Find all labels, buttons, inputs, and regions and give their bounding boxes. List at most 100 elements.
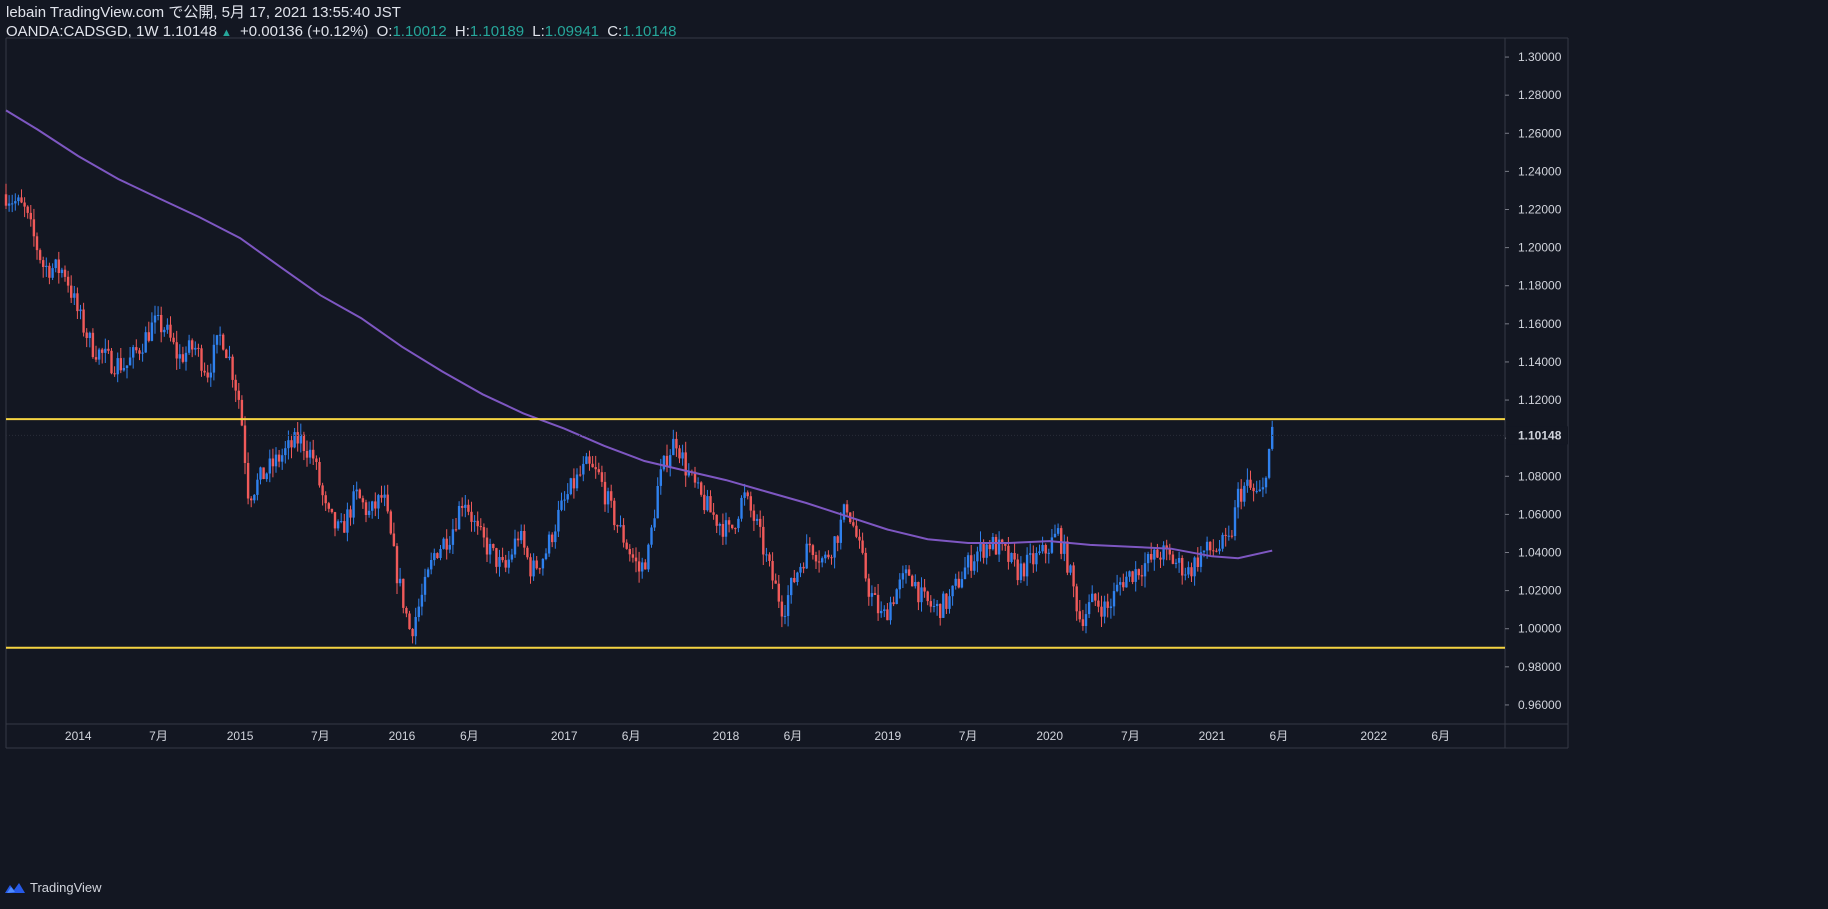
candle-body: [1063, 541, 1066, 554]
candle-body: [833, 536, 836, 558]
candle-body: [1264, 477, 1268, 488]
candle-body: [225, 349, 228, 359]
footer[interactable]: TradingView: [4, 880, 102, 895]
candle-body: [734, 528, 737, 530]
candle-body: [97, 349, 101, 360]
candle-body: [488, 544, 492, 555]
candle-body: [172, 337, 175, 343]
candle-body: [880, 610, 883, 614]
candle-body: [1190, 567, 1193, 577]
low-value: 1.09941: [544, 23, 600, 40]
candle-body: [842, 504, 846, 520]
candle-body: [1261, 487, 1265, 490]
open-value: 1.10012: [392, 23, 447, 40]
candle-body: [1047, 552, 1050, 554]
open-label: O:: [376, 23, 393, 40]
candle-body: [746, 492, 749, 497]
candle-body: [1209, 541, 1212, 551]
candle-body: [557, 509, 560, 532]
price-tick-label: 1.20000: [1518, 241, 1562, 255]
candle-body: [637, 561, 641, 572]
candle-body: [721, 524, 725, 537]
price-tick-label: 1.00000: [1518, 622, 1562, 636]
time-tick-label: 7月: [1121, 729, 1140, 743]
candle-body: [1249, 479, 1252, 488]
time-axis[interactable]: 2014 7月 2015 7月 2016 6月 2017 6月 2018 6月 2019 7月 2020…: [65, 729, 1450, 743]
candle-body: [904, 569, 908, 574]
candle-body: [479, 526, 482, 528]
candle-body: [144, 332, 147, 353]
candle-body: [88, 332, 91, 338]
candle-body: [411, 629, 414, 637]
candle-body: [122, 368, 126, 371]
candle-body: [783, 615, 787, 617]
candle-body: [588, 456, 591, 464]
price-tick-label: 1.04000: [1518, 546, 1562, 560]
candle-body: [1087, 602, 1091, 615]
close-value: 1.10148: [622, 23, 677, 40]
publish-line: lebain TradingView.com で公開, 5月 17, 2021 …: [6, 4, 401, 21]
candle-body: [1224, 534, 1227, 536]
candle-body: [641, 562, 644, 572]
candle-body: [448, 544, 451, 550]
candle-body: [1240, 488, 1243, 502]
candle-body: [246, 463, 250, 499]
candle-body: [1165, 545, 1168, 549]
candle-body: [321, 485, 324, 496]
candle-body: [218, 334, 222, 336]
candle-body: [464, 504, 467, 508]
candle-body: [507, 559, 510, 568]
candle-body: [228, 356, 231, 359]
candle-body: [724, 520, 728, 537]
candle-body: [1143, 563, 1147, 577]
candle-body: [811, 545, 815, 555]
price-axis[interactable]: 1.30000 1.28000 1.26000 1.24000 1.22000 1.200…: [6, 50, 1568, 712]
candle-body: [945, 593, 948, 609]
candle-body: [324, 495, 327, 504]
up-triangle-icon: ▲: [220, 27, 232, 39]
candle-body: [876, 594, 880, 614]
candle-body: [380, 495, 383, 498]
candle-body: [1177, 558, 1181, 563]
price-change: +0.00136 (+0.12%): [240, 23, 369, 40]
candle-body: [718, 524, 721, 526]
candle-body: [740, 497, 743, 519]
candle-body: [855, 525, 858, 537]
candle-body: [197, 347, 200, 349]
candle-body: [824, 554, 827, 559]
time-tick-label: 7月: [311, 729, 330, 743]
candle-body: [535, 560, 538, 569]
candle-body: [1013, 553, 1016, 560]
candle-body: [1007, 545, 1010, 562]
candle-body: [66, 276, 70, 286]
candle-body: [516, 538, 520, 541]
candle-body: [495, 548, 498, 567]
symbol-label: OANDA:CADSGD, 1W: [6, 23, 159, 40]
candle-body: [48, 265, 51, 278]
candle-body: [1106, 601, 1109, 608]
candle-body: [799, 566, 802, 573]
candle-body: [312, 449, 315, 459]
candle-body: [889, 602, 892, 621]
horizontal-lines[interactable]: [6, 418, 1505, 649]
candle-body: [398, 578, 402, 584]
candle-body: [774, 580, 777, 584]
candle-body: [864, 552, 867, 579]
candle-body: [551, 534, 554, 543]
candle-body: [178, 354, 181, 359]
candle-body: [585, 456, 588, 464]
candle-body: [662, 455, 666, 470]
candle-body: [262, 467, 265, 479]
candle-body: [569, 478, 572, 495]
candle-body: [963, 567, 967, 580]
time-tick-label: 2015: [227, 729, 254, 743]
candle-body: [11, 203, 14, 205]
candle-body: [501, 557, 504, 561]
candle-body: [184, 352, 188, 362]
candle-body: [1187, 567, 1190, 575]
candle-body: [1125, 576, 1128, 588]
candle-body: [436, 553, 439, 558]
candle-body: [35, 236, 39, 251]
candle-body: [1271, 426, 1274, 449]
